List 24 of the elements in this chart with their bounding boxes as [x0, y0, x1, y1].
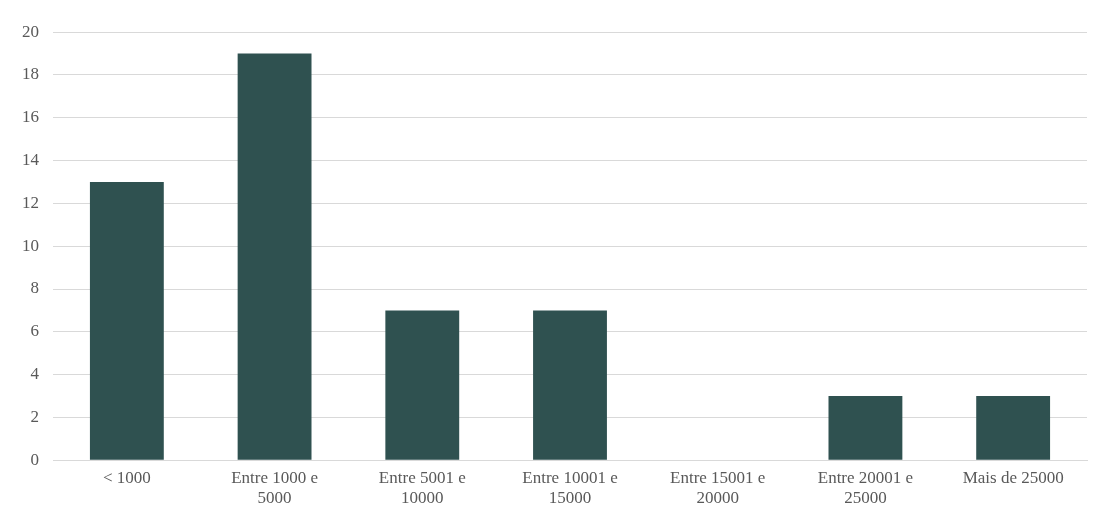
bar — [533, 310, 607, 460]
bar — [385, 310, 460, 460]
x-tick-label: Entre 15001 e 20000 — [670, 467, 766, 508]
y-tick-label: 6 — [30, 321, 39, 341]
y-tick-label: 14 — [22, 150, 40, 170]
y-tick-label: 4 — [30, 364, 40, 384]
x-tick-label: Entre 5001 e 10000 — [378, 467, 466, 508]
bar — [828, 396, 903, 460]
x-tick-label: < 1000 — [102, 467, 151, 487]
x-tick-label: Mais de 25000 — [962, 467, 1064, 487]
y-tick-label: 10 — [22, 235, 39, 255]
bar — [976, 396, 1051, 460]
bar — [89, 182, 164, 460]
y-tick-label: 8 — [30, 278, 39, 298]
y-tick-label: 18 — [22, 64, 39, 84]
y-tick-label: 20 — [22, 21, 39, 41]
x-tick-label: Entre 20001 e 25000 — [817, 467, 914, 508]
y-tick-label: 12 — [22, 192, 39, 212]
y-tick-label: 0 — [30, 449, 39, 469]
y-tick-label: 16 — [22, 107, 39, 127]
y-tick-label: 2 — [30, 406, 39, 426]
bar — [237, 53, 312, 460]
x-tick-label: Entre 1000 e 5000 — [231, 467, 318, 508]
x-tick-label: Entre 10001 e 15000 — [522, 467, 618, 508]
